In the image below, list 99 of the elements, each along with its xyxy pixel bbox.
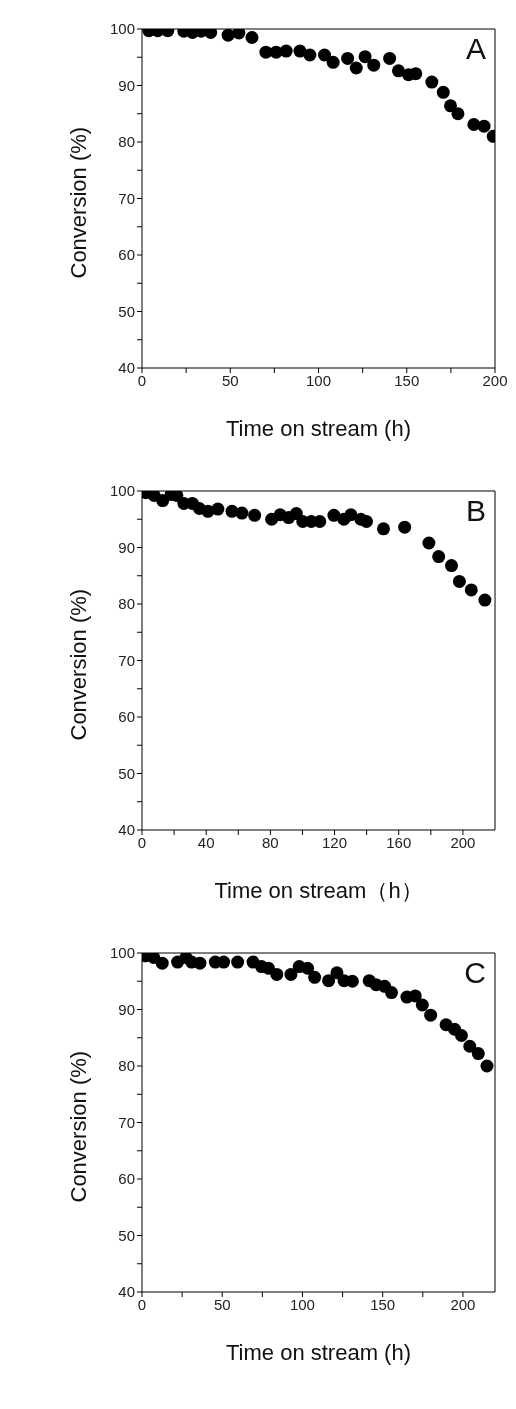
- x-axis-title: Time on stream (h): [225, 415, 412, 441]
- point: [454, 1028, 468, 1042]
- y-tick-label: 80: [118, 1057, 135, 1075]
- point: [170, 491, 184, 503]
- x-tick-label: 50: [221, 371, 239, 389]
- x-tick-label: 0: [137, 833, 147, 851]
- point: [231, 955, 245, 969]
- y-tick-label: 90: [118, 538, 135, 556]
- y-tick-label: 70: [118, 189, 135, 207]
- point: [318, 48, 331, 62]
- y-tick-label: 100: [109, 482, 135, 500]
- point: [349, 61, 363, 75]
- annotation: C: [464, 956, 486, 990]
- point: [480, 1059, 494, 1073]
- x-tick-label: 80: [262, 833, 279, 851]
- point: [221, 29, 235, 42]
- y-tick-label: 100: [109, 944, 135, 962]
- x-tick-label: 200: [482, 371, 508, 389]
- annotation: A: [465, 32, 486, 66]
- point: [478, 593, 492, 607]
- point: [471, 1047, 485, 1061]
- point: [217, 955, 231, 969]
- point: [367, 58, 381, 72]
- y-tick-label: 90: [118, 76, 135, 94]
- x-tick-label: 160: [386, 833, 412, 851]
- y-axis-title: Conversion (%): [65, 1050, 91, 1203]
- point: [303, 48, 317, 62]
- y-tick-label: 80: [118, 133, 135, 151]
- point: [391, 64, 405, 78]
- point: [464, 583, 478, 597]
- point: [358, 50, 372, 64]
- y-tick-label: 100: [109, 20, 135, 38]
- x-tick-label: 200: [450, 833, 476, 851]
- y-tick-label: 70: [118, 1113, 135, 1131]
- point: [211, 502, 225, 516]
- point: [327, 508, 341, 522]
- point: [270, 967, 284, 981]
- y-tick-label: 60: [118, 246, 135, 264]
- y-tick-label: 90: [118, 1000, 135, 1018]
- point: [193, 956, 207, 970]
- x-tick-label: 0: [137, 1295, 147, 1313]
- point: [467, 117, 481, 131]
- point: [344, 508, 358, 522]
- y-axis-title: Conversion (%): [65, 126, 91, 279]
- y-tick-label: 40: [118, 1283, 135, 1301]
- y-tick-label: 60: [118, 1170, 135, 1188]
- point: [425, 75, 439, 89]
- y-tick-label: 40: [118, 821, 135, 839]
- y-tick-label: 50: [118, 764, 135, 782]
- point: [436, 85, 450, 99]
- point: [322, 974, 336, 988]
- x-axis-title: Time on stream (h): [225, 1339, 412, 1365]
- point: [477, 119, 491, 133]
- point: [301, 961, 315, 975]
- point: [326, 55, 340, 69]
- point: [155, 956, 169, 970]
- point: [308, 970, 322, 984]
- x-tick-label: 150: [394, 371, 420, 389]
- point: [385, 986, 399, 1000]
- annotation: B: [465, 494, 486, 528]
- point: [432, 550, 446, 564]
- x-tick-label: 50: [213, 1295, 231, 1313]
- x-tick-label: 120: [322, 833, 348, 851]
- point: [422, 536, 436, 550]
- point: [313, 515, 327, 529]
- x-tick-label: 150: [370, 1295, 396, 1313]
- x-tick-label: 0: [137, 371, 147, 389]
- point: [359, 515, 373, 529]
- point: [279, 44, 293, 58]
- y-tick-label: 60: [118, 708, 135, 726]
- point: [376, 522, 390, 536]
- point: [383, 51, 397, 65]
- x-tick-label: 100: [305, 371, 332, 389]
- point: [408, 989, 422, 1003]
- point: [248, 508, 262, 522]
- point: [415, 998, 429, 1012]
- y-axis-title: Conversion (%): [65, 588, 91, 741]
- y-tick-label: 80: [118, 595, 135, 613]
- point: [245, 30, 259, 44]
- y-tick-label: 40: [118, 359, 135, 377]
- point: [445, 559, 459, 573]
- x-axis-title: Time on stream（h）: [214, 877, 423, 903]
- point: [232, 29, 246, 40]
- x-tick-label: 200: [450, 1295, 476, 1313]
- point: [235, 506, 249, 520]
- point: [284, 967, 298, 981]
- x-tick-label: 100: [289, 1295, 315, 1313]
- y-tick-label: 70: [118, 651, 135, 669]
- point: [424, 1008, 438, 1022]
- point: [452, 574, 466, 588]
- y-tick-label: 50: [118, 1226, 135, 1244]
- x-tick-label: 40: [197, 833, 215, 851]
- point: [444, 99, 458, 113]
- point: [451, 107, 465, 121]
- point: [463, 1039, 477, 1053]
- y-tick-label: 50: [118, 302, 135, 320]
- point: [398, 520, 412, 534]
- point: [409, 67, 423, 81]
- point: [341, 51, 355, 65]
